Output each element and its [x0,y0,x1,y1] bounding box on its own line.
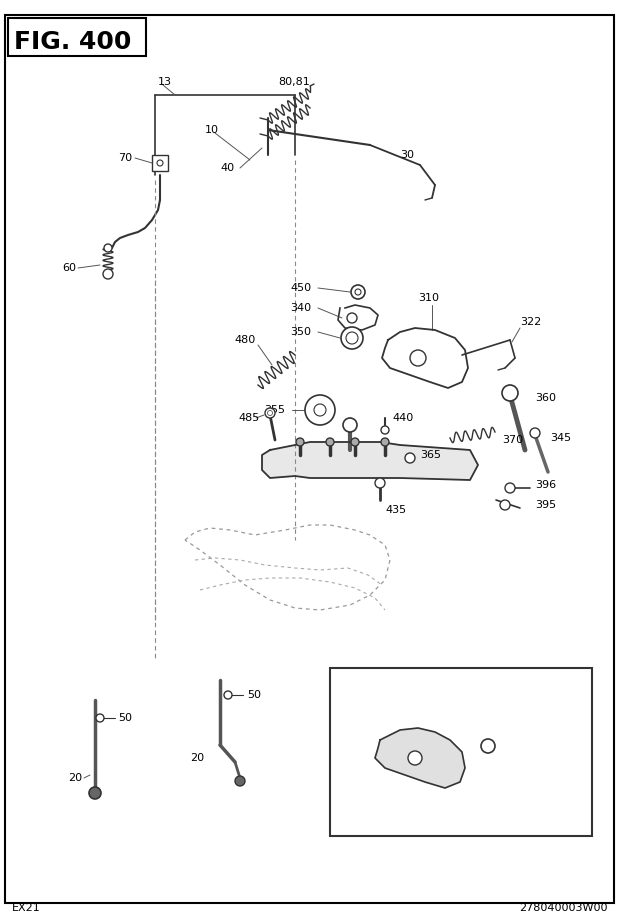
Text: 50: 50 [247,690,261,700]
Text: 435: 435 [385,505,406,515]
Text: 350: 350 [290,327,311,337]
Circle shape [326,438,334,446]
Circle shape [89,787,101,799]
Text: 20: 20 [68,773,82,783]
Text: 360: 360 [535,393,556,403]
Circle shape [410,350,426,366]
Text: 360: 360 [540,740,561,750]
Bar [152,155,168,171]
Circle shape [347,313,357,323]
Text: 485: 485 [238,413,259,423]
Circle shape [500,500,510,510]
Text: 30: 30 [400,150,414,160]
Circle shape [341,327,363,349]
Circle shape [235,776,245,786]
Circle shape [103,269,113,279]
Circle shape [96,714,104,722]
Circle shape [351,285,365,299]
Circle shape [351,438,359,446]
Text: 40: 40 [220,163,234,173]
Text: 450: 450 [290,283,311,293]
Text: 396: 396 [535,480,556,490]
Circle shape [530,428,540,438]
Text: 340: 340 [290,303,311,313]
Polygon shape [262,442,478,480]
Text: 310: 310 [418,293,439,303]
Circle shape [381,426,389,434]
Circle shape [157,160,163,166]
Polygon shape [375,728,465,788]
Circle shape [502,385,518,401]
Text: 365: 365 [420,450,441,460]
Text: 370: 370 [530,765,551,775]
Text: 480: 480 [234,335,255,345]
Text: 80,81: 80,81 [278,77,310,87]
Text: 60: 60 [62,263,76,273]
Circle shape [305,395,335,425]
Bar [330,668,592,836]
Circle shape [265,408,275,418]
Circle shape [267,411,273,415]
Circle shape [296,438,304,446]
Text: 50: 50 [118,713,132,723]
Polygon shape [382,328,468,388]
Circle shape [375,478,385,488]
Circle shape [405,453,415,463]
Circle shape [381,438,389,446]
Text: 278040003W00: 278040003W00 [520,903,608,913]
Text: 355: 355 [264,405,285,415]
Text: 322: 322 [520,317,541,327]
Circle shape [408,751,422,765]
Circle shape [481,739,495,753]
Circle shape [355,289,361,295]
Bar [8,18,146,56]
Circle shape [346,332,358,344]
Text: 20: 20 [190,753,204,763]
Circle shape [505,483,515,493]
Text: 10: 10 [205,125,219,135]
Text: 345: 345 [550,433,571,443]
Circle shape [224,691,232,699]
Circle shape [314,404,326,416]
Text: 440: 440 [392,413,414,423]
Circle shape [343,418,357,432]
Circle shape [104,244,112,252]
Text: 70: 70 [118,153,132,163]
Text: 370: 370 [502,435,523,445]
Text: 395: 395 [535,500,556,510]
Text: FIG. 400: FIG. 400 [14,30,131,54]
Text: GENERATOR: GENERATOR [340,679,425,692]
Text: 310: 310 [418,703,439,713]
Text: EX21: EX21 [12,903,41,913]
Text: 13: 13 [158,77,172,87]
